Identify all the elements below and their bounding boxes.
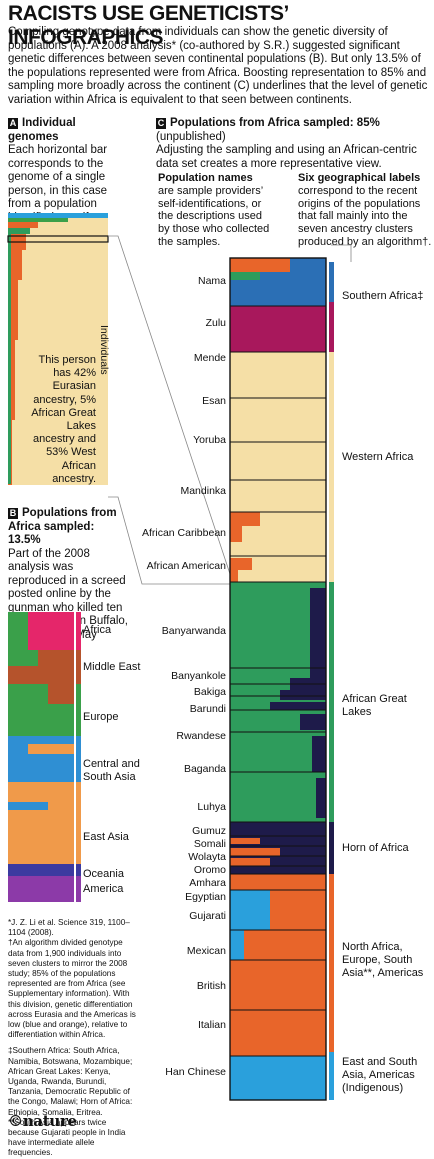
- region-label-southern-africa: Southern Africa‡: [342, 290, 424, 302]
- pop-label-egyptian: Egyptian: [185, 891, 226, 903]
- pop-label-mexican: Mexican: [186, 945, 226, 957]
- pop-label-banyarwanda: Banyarwanda: [161, 625, 226, 637]
- geo-labels-note: Six geographical labels correspond to th…: [298, 172, 434, 249]
- region-label-great-lakes: African Great Lakes: [342, 693, 407, 718]
- panel-c-heading: Populations from Africa sampled: 85%: [170, 117, 380, 129]
- pop-label-italian: Italian: [197, 1019, 226, 1031]
- pop-label-amhara: Amhara: [189, 877, 226, 889]
- panel-b-label-america: America: [83, 883, 124, 895]
- footnote-2: †An algorithm divided genotype data from…: [8, 938, 136, 1040]
- footnote-1: *J. Z. Li et al. Science 319, 1100–1104 …: [8, 918, 130, 938]
- panel-a-tag: A: [8, 118, 18, 129]
- geo-labels-body: correspond to the recent origins of the …: [298, 184, 432, 248]
- panel-c-tag: C: [156, 118, 166, 129]
- panel-a-chart: [7, 213, 109, 485]
- panel-b-label-africa: Africa: [83, 624, 112, 636]
- page-title: RACISTS USE GENETICISTS’ INFOGRAPHICS: [8, 2, 288, 49]
- pop-label-han-chinese: Han Chinese: [165, 1066, 226, 1078]
- pop-label-baganda: Baganda: [183, 763, 226, 775]
- pop-label-rwandese: Rwandese: [176, 730, 226, 742]
- panel-a-callout: This person has 42% Eurasian ancestry, 5…: [31, 354, 96, 485]
- region-label-horn-of-africa: Horn of Africa: [342, 842, 409, 854]
- panel-c-text: C Populations from Africa sampled: 85% (u…: [156, 117, 434, 171]
- pop-label-esan: Esan: [202, 395, 226, 407]
- pop-label-barundi: Barundi: [189, 703, 226, 715]
- pop-label-mende: Mende: [193, 352, 226, 364]
- panel-c-chart: [229, 257, 334, 1101]
- region-label-north-africa-europe: North Africa, Europe, South Asia**, Amer…: [342, 941, 424, 979]
- pop-label-wolayta: Wolayta: [188, 851, 226, 863]
- population-names-body: are sample providers’ self-identificatio…: [158, 184, 270, 248]
- panel-b-label-central-south-asia: Central and South Asia: [83, 758, 140, 783]
- panel-b-label-europe: Europe: [83, 711, 119, 723]
- panel-b-heading: Populations from Africa sampled: 13.5%: [8, 507, 117, 546]
- pop-label-nama: Nama: [197, 275, 226, 287]
- pop-label-oromo: Oromo: [193, 864, 226, 876]
- region-label-east-south-asia: East and South Asia, Americas (Indigenou…: [342, 1056, 418, 1094]
- pop-label-zulu: Zulu: [205, 317, 226, 329]
- panel-c-body: Adjusting the sampling and using an Afri…: [156, 144, 417, 170]
- pop-label-somali: Somali: [193, 838, 226, 850]
- region-label-western-africa: Western Africa: [342, 451, 414, 463]
- pop-label-british: British: [196, 980, 226, 992]
- panel-c-heading-note: (unpublished): [156, 130, 226, 143]
- pop-label-mandinka: Mandinka: [180, 485, 226, 497]
- panel-b-chart: [8, 612, 81, 902]
- pop-label-luhya: Luhya: [197, 801, 226, 813]
- footnotes: *J. Z. Li et al. Science 319, 1100–1104 …: [8, 918, 138, 1159]
- geo-labels-heading: Six geographical labels: [298, 172, 421, 184]
- panel-a-heading: Individual genomes: [8, 117, 76, 143]
- panel-b-label-oceania: Oceania: [83, 868, 124, 880]
- panel-b-label-east-asia: East Asia: [83, 831, 129, 843]
- intro-text: Compiling genotype data from individuals…: [8, 26, 428, 106]
- population-names-note: Population names are sample providers’ s…: [158, 172, 270, 249]
- panel-b-label-middle-east: Middle East: [83, 661, 141, 673]
- pop-label-bakiga: Bakiga: [193, 686, 226, 698]
- pop-label-yoruba: Yoruba: [193, 434, 226, 446]
- footnote-3: ‡Southern Africa: South Africa, Namibia,…: [8, 1046, 133, 1117]
- pop-label-banyankole: Banyankole: [171, 670, 226, 682]
- nature-logo: ©nature: [8, 1112, 77, 1130]
- pop-label-gujarati: Gujarati: [189, 910, 226, 922]
- panel-b-tag: B: [8, 508, 18, 519]
- pop-label-gumuz: Gumuz: [192, 825, 226, 837]
- pop-label-african-caribbean: African Caribbean: [141, 527, 226, 539]
- population-names-heading: Population names: [158, 172, 253, 184]
- pop-label-african-american: African American: [146, 560, 226, 572]
